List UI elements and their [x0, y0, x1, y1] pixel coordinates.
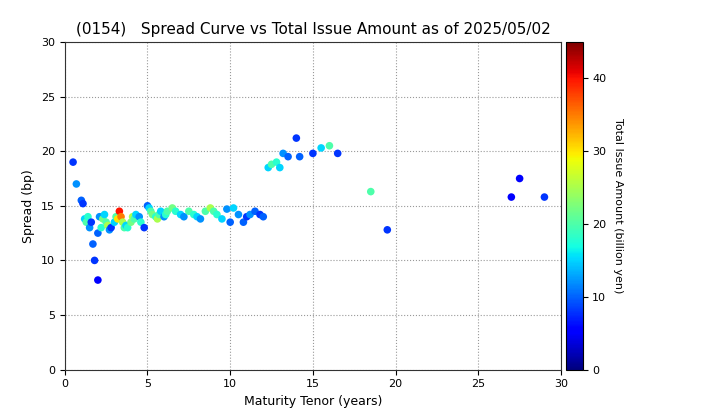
Point: [192, 213, 203, 220]
Point: [228, 205, 239, 211]
Point: [208, 208, 220, 215]
Point: [332, 150, 343, 157]
Point: [514, 175, 526, 182]
Y-axis label: Spread (bp): Spread (bp): [22, 169, 35, 243]
Point: [294, 153, 305, 160]
Point: [161, 208, 173, 215]
Point: [135, 219, 147, 226]
Point: [110, 213, 122, 220]
Point: [127, 213, 138, 220]
Point: [117, 219, 128, 226]
Point: [99, 211, 110, 218]
Point: [94, 213, 105, 220]
Point: [271, 159, 282, 165]
Point: [175, 211, 186, 218]
Point: [277, 150, 289, 157]
Point: [86, 219, 97, 226]
Point: [307, 150, 319, 157]
Point: [84, 224, 95, 231]
Title: (0154)   Spread Curve vs Total Issue Amount as of 2025/05/02: (0154) Spread Curve vs Total Issue Amoun…: [76, 22, 550, 37]
Point: [130, 211, 142, 218]
Point: [238, 219, 249, 226]
Point: [105, 224, 117, 231]
Point: [76, 197, 87, 204]
Point: [241, 213, 253, 220]
Point: [79, 215, 91, 222]
Point: [120, 222, 132, 229]
Point: [153, 211, 165, 218]
Point: [216, 215, 228, 222]
Point: [128, 215, 140, 222]
Point: [282, 153, 294, 160]
Point: [143, 205, 155, 211]
Point: [178, 213, 189, 220]
Point: [183, 208, 194, 215]
Y-axis label: Total Issue Amount (billion yen): Total Issue Amount (billion yen): [613, 118, 623, 294]
Point: [100, 219, 112, 226]
Point: [263, 164, 274, 171]
Point: [254, 211, 266, 218]
Point: [249, 208, 261, 215]
Point: [291, 135, 302, 142]
Point: [505, 194, 517, 200]
Point: [158, 213, 170, 220]
Point: [155, 208, 166, 215]
Point: [87, 241, 99, 247]
Point: [274, 164, 286, 171]
Point: [67, 159, 78, 165]
Point: [244, 211, 256, 218]
Point: [97, 215, 109, 222]
Point: [150, 213, 161, 220]
Point: [194, 215, 206, 222]
Point: [112, 215, 124, 222]
Point: [81, 219, 92, 226]
Point: [324, 142, 336, 149]
Point: [89, 257, 100, 264]
Point: [225, 219, 236, 226]
Point: [119, 224, 130, 231]
Point: [539, 194, 550, 200]
Point: [382, 226, 393, 233]
Point: [258, 213, 269, 220]
Point: [96, 224, 107, 231]
Point: [233, 211, 244, 218]
Point: [147, 211, 158, 218]
Point: [77, 200, 89, 207]
Point: [204, 205, 216, 211]
Point: [122, 224, 133, 231]
Point: [92, 277, 104, 284]
Point: [166, 205, 178, 211]
Point: [138, 224, 150, 231]
Point: [145, 208, 156, 215]
Point: [221, 206, 233, 213]
Point: [152, 215, 163, 222]
Point: [125, 219, 137, 226]
X-axis label: Maturity Tenor (years): Maturity Tenor (years): [243, 395, 382, 408]
Point: [211, 211, 222, 218]
Point: [114, 208, 125, 215]
Point: [266, 161, 277, 168]
Point: [109, 219, 120, 226]
Point: [365, 188, 377, 195]
Point: [92, 230, 104, 236]
Point: [199, 208, 211, 215]
Point: [102, 222, 114, 229]
Point: [115, 213, 127, 220]
Point: [133, 213, 145, 220]
Point: [315, 144, 327, 151]
Point: [170, 208, 181, 215]
Point: [160, 211, 171, 218]
Point: [104, 226, 115, 233]
Point: [82, 213, 94, 220]
Point: [142, 202, 153, 209]
Point: [71, 181, 82, 187]
Point: [188, 211, 199, 218]
